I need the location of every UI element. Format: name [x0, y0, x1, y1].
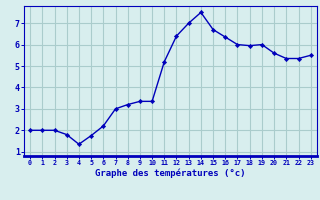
- X-axis label: Graphe des températures (°c): Graphe des températures (°c): [95, 169, 246, 178]
